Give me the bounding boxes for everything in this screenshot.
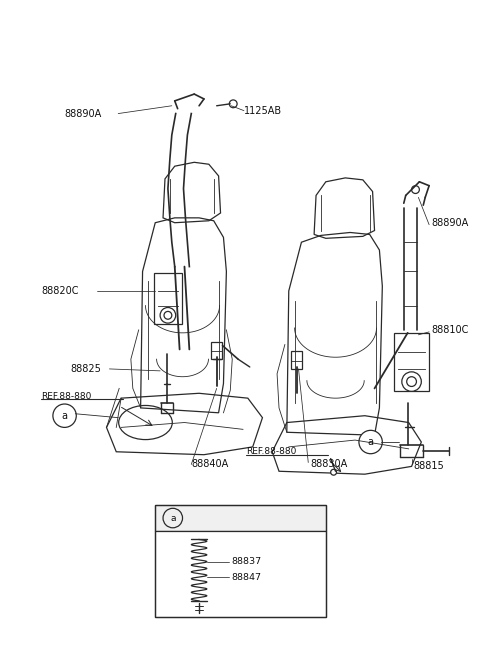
Text: 88825: 88825 bbox=[71, 364, 101, 374]
Bar bbox=[394, 333, 429, 391]
Circle shape bbox=[164, 311, 172, 319]
Circle shape bbox=[163, 508, 182, 528]
Text: a: a bbox=[170, 514, 176, 523]
Text: a: a bbox=[368, 437, 373, 447]
Circle shape bbox=[407, 377, 417, 386]
Circle shape bbox=[160, 307, 176, 323]
Text: a: a bbox=[61, 411, 68, 421]
Text: 1125AB: 1125AB bbox=[244, 105, 282, 116]
Bar bbox=[155, 506, 326, 531]
Text: 88820C: 88820C bbox=[41, 286, 79, 296]
Circle shape bbox=[359, 430, 383, 454]
Circle shape bbox=[402, 372, 421, 391]
Text: 88837: 88837 bbox=[231, 557, 262, 567]
Text: 88847: 88847 bbox=[231, 573, 261, 582]
Bar bbox=[291, 351, 302, 369]
Circle shape bbox=[53, 404, 76, 428]
Text: REF.88-880: REF.88-880 bbox=[41, 392, 92, 401]
Text: 88840A: 88840A bbox=[192, 459, 228, 470]
Text: 88815: 88815 bbox=[413, 461, 444, 472]
Text: 88890A: 88890A bbox=[65, 109, 102, 119]
Text: 88810C: 88810C bbox=[431, 325, 468, 335]
Bar bbox=[154, 273, 181, 324]
Bar bbox=[155, 506, 326, 618]
Circle shape bbox=[411, 185, 420, 193]
Bar bbox=[155, 531, 326, 618]
Bar bbox=[211, 342, 223, 359]
Text: REF.88-880: REF.88-880 bbox=[246, 447, 296, 457]
Circle shape bbox=[331, 470, 336, 475]
Text: 88890A: 88890A bbox=[431, 217, 468, 228]
Circle shape bbox=[229, 100, 237, 107]
Text: 88830A: 88830A bbox=[310, 459, 348, 470]
